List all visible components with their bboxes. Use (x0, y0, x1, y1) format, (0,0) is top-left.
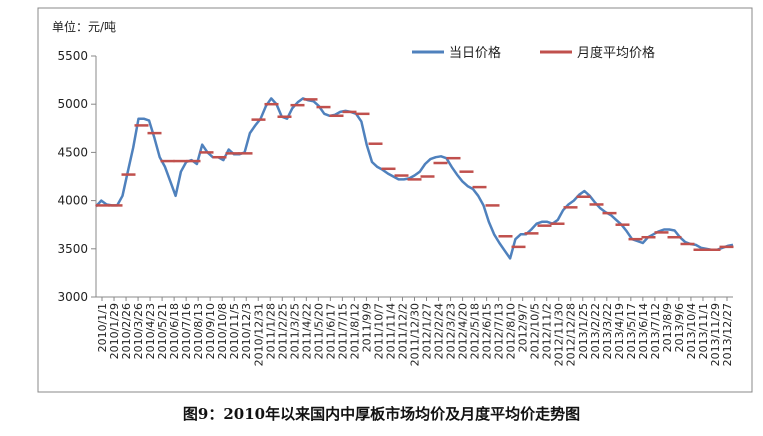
x-tick-label: 2011/4/22 (300, 303, 313, 359)
x-tick-label: 2012/10/5 (529, 303, 542, 359)
legend-label-daily: 当日价格 (449, 45, 501, 61)
x-tick-label: 2011/3/25 (288, 303, 301, 359)
x-tick-label: 2012/12/28 (565, 303, 578, 366)
y-tick-label: 4000 (57, 194, 88, 208)
x-tick-label: 2012/11/30 (553, 303, 566, 366)
x-tick-label: 2013/6/14 (637, 303, 650, 359)
y-axis: 3000 3500 4000 4500 5000 5500 (57, 49, 96, 304)
monthly-average-series (95, 98, 734, 252)
x-tick-label: 2011/12/2 (396, 303, 409, 359)
x-tick-label: 2013/8/9 (661, 303, 674, 352)
x-tick-label: 2010/4/23 (144, 303, 157, 359)
x-tick-label: 2011/12/30 (409, 303, 422, 366)
x-tick-label: 2011/6/17 (324, 303, 337, 359)
x-tick-label: 2012/11/2 (541, 303, 554, 359)
x-tick-label: 2010/6/18 (168, 303, 181, 359)
x-tick-label: 2011/7/15 (336, 303, 349, 359)
unit-label: 单位：元/吨 (52, 19, 116, 34)
x-tick-label: 2013/3/22 (601, 303, 614, 359)
x-tick-label: 2013/1/25 (577, 303, 590, 359)
x-tick-label: 2012/5/18 (469, 303, 482, 359)
x-tick-label: 2012/6/15 (481, 303, 494, 359)
x-tick-label: 2013/10/4 (685, 303, 698, 359)
x-tick-label: 2013/11/29 (709, 303, 722, 366)
x-tick-label: 2010/12/31 (252, 303, 265, 366)
x-axis: 2010/1/1 2010/1/29 2010/2/26 2010/3/26 2010/… (96, 297, 734, 366)
x-tick-label: 2011/5/20 (312, 303, 325, 359)
chart-frame (37, 7, 753, 393)
x-tick-label: 2011/9/9 (360, 303, 373, 352)
x-tick-label: 2010/10/8 (216, 303, 229, 359)
x-tick-label: 2012/3/23 (445, 303, 458, 359)
x-tick-label: 2011/10/7 (372, 303, 385, 359)
x-tick-label: 2010/5/21 (156, 303, 169, 359)
x-tick-label: 2012/2/24 (433, 303, 446, 359)
y-tick-label: 3500 (57, 242, 88, 256)
x-tick-label: 2012/7/13 (493, 303, 506, 359)
x-tick-label: 2010/1/1 (96, 303, 109, 352)
x-tick-label: 2011/11/4 (384, 303, 397, 359)
x-tick-label: 2012/9/7 (517, 303, 530, 352)
x-tick-label: 2010/7/16 (180, 303, 193, 359)
x-tick-label: 2013/2/22 (589, 303, 602, 359)
y-tick-label: 4500 (57, 145, 88, 159)
legend: 当日价格 月度平均价格 (412, 45, 655, 61)
x-tick-label: 2010/2/26 (120, 303, 133, 359)
daily-price-line (95, 97, 734, 260)
x-tick-label: 2013/11/1 (697, 303, 710, 359)
x-tick-label: 2012/8/10 (505, 303, 518, 359)
x-tick-label: 2010/11/5 (228, 303, 241, 359)
y-tick-label: 5000 (57, 97, 88, 111)
x-tick-label: 2010/1/29 (108, 303, 121, 359)
y-tick-label: 3000 (57, 290, 88, 304)
figure-caption: 图9：2010年以来国内中厚板市场均价及月度平均价走势图 (182, 405, 581, 423)
legend-label-monthly: 月度平均价格 (577, 45, 655, 61)
x-tick-label: 2011/8/12 (348, 303, 361, 359)
x-tick-label: 2011/2/25 (276, 303, 289, 359)
x-tick-label: 2013/9/6 (673, 303, 686, 352)
x-tick-label: 2013/12/27 (721, 303, 734, 366)
x-tick-label: 2013/4/19 (613, 303, 626, 359)
x-tick-label: 2011/1/28 (264, 303, 277, 359)
x-tick-label: 2010/3/26 (132, 303, 145, 359)
daily-price-series (95, 97, 734, 260)
x-tick-label: 2010/12/3 (240, 303, 253, 359)
x-tick-label: 2012/4/20 (457, 303, 470, 359)
y-tick-label: 5500 (57, 49, 88, 63)
x-tick-label: 2010/9/10 (204, 303, 217, 359)
x-tick-label: 2010/8/13 (192, 303, 205, 359)
x-tick-label: 2012/1/27 (421, 303, 434, 359)
x-tick-label: 2013/7/12 (649, 303, 662, 359)
x-tick-label: 2013/5/17 (625, 303, 638, 359)
